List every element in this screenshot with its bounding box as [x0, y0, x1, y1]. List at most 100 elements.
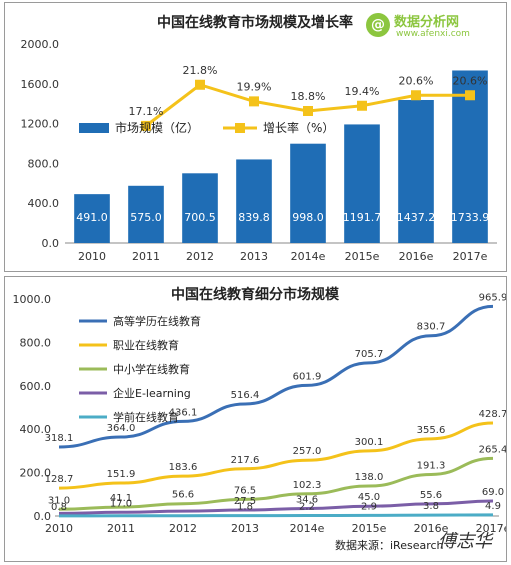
chart-title: 中国在线教育细分市场规模 [171, 286, 340, 303]
data-label: 45.0 [358, 492, 380, 503]
series-line [58, 513, 494, 518]
bar-value-label: 1733.9 [451, 211, 490, 224]
series-line [58, 304, 494, 449]
data-label: 128.7 [45, 474, 74, 485]
x-tick-label: 2011 [132, 250, 160, 263]
data-label: 4.9 [485, 501, 501, 512]
data-label: 183.6 [169, 462, 198, 473]
data-label: 355.6 [417, 425, 446, 436]
bar [128, 185, 164, 243]
segment-chart: 中国在线教育细分市场规模 0.0 200.0 400.0 600.0 800.0 1000.… [13, 286, 511, 552]
growth-marker [195, 79, 205, 90]
y-tick-label: 1600.0 [21, 78, 60, 91]
x-tick-label: 2016e [414, 522, 449, 535]
bar-value-label: 839.8 [238, 211, 270, 224]
data-label: 76.5 [234, 485, 256, 496]
growth-marker [411, 90, 421, 101]
data-label: 318.1 [45, 433, 74, 444]
data-label: 265.4 [479, 444, 506, 455]
data-label: 428.7 [479, 409, 506, 420]
logo-url: www.afenxi.com [396, 29, 470, 39]
data-label: 102.3 [293, 480, 322, 491]
y-tick-label: 800.0 [20, 336, 52, 349]
bar [344, 124, 380, 243]
y-tick-label: 0.0 [34, 510, 52, 523]
market-size-chart-panel: 中国在线教育市场规模及增长率 0.0 400.0 800.0 1200.0 1600.0 2… [4, 2, 507, 272]
growth-value-label: 19.9% [237, 80, 272, 93]
data-label: 2.9 [361, 501, 377, 512]
x-tick-label: 2011 [107, 522, 135, 535]
data-label: 191.3 [417, 460, 446, 471]
growth-marker [249, 96, 259, 107]
x-tick-label: 2013 [240, 250, 268, 263]
growth-value-label: 20.6% [453, 74, 488, 87]
logo-name: 数据分析网 [394, 15, 460, 30]
y-tick-label: 2000.0 [21, 38, 60, 51]
data-label: 41.1 [110, 493, 132, 504]
data-label: 965.9 [479, 292, 506, 303]
data-label: 705.7 [355, 349, 384, 360]
x-tick-label: 2012 [169, 522, 197, 535]
x-tick-label: 2014e [290, 522, 325, 535]
data-label: 69.0 [482, 487, 504, 498]
series-line [58, 499, 494, 515]
x-tick-label: 2014e [291, 250, 326, 263]
growth-value-label: 19.4% [345, 85, 380, 98]
bar-value-label: 700.5 [184, 211, 216, 224]
legend-label: 企业E-learning [113, 386, 191, 400]
growth-value-label: 18.8% [291, 90, 326, 103]
x-tick-label: 2010 [45, 522, 73, 535]
data-label: 27.5 [234, 496, 256, 507]
y-tick-label: 400.0 [20, 423, 52, 436]
x-tick-label: 2012 [186, 250, 214, 263]
data-label: 436.1 [169, 407, 198, 418]
market-size-chart: 中国在线教育市场规模及增长率 0.0 400.0 800.0 1200.0 1600.0 2… [21, 14, 497, 263]
x-tick-label: 2017e [476, 522, 506, 535]
growth-marker [357, 100, 367, 111]
data-label: 56.6 [172, 490, 194, 501]
legend-label: 职业在线教育 [113, 338, 179, 352]
data-label: 3.8 [423, 501, 439, 512]
legend-line-marker [235, 123, 245, 133]
growth-value-label: 17.1% [129, 105, 164, 118]
author-watermark: 傅志华 [438, 531, 492, 552]
legend-label: 中小学在线教育 [113, 362, 190, 376]
data-label: 31.0 [48, 495, 70, 506]
bar-value-label: 1437.2 [397, 211, 436, 224]
y-tick-label: 400.0 [28, 197, 60, 210]
data-label: 1.8 [237, 502, 253, 513]
data-label: 17.0 [110, 498, 132, 509]
data-label: 516.4 [231, 390, 260, 401]
data-label: 34.6 [296, 494, 318, 505]
growth-value-label: 20.6% [399, 74, 434, 87]
chart-title: 中国在线教育市场规模及增长率 [157, 14, 353, 31]
bar-value-label: 491.0 [76, 211, 108, 224]
legend-bar-swatch [79, 123, 109, 133]
series-line [58, 421, 494, 490]
y-tick-label: 1000.0 [13, 293, 52, 306]
segment-chart-panel: 中国在线教育细分市场规模 0.0 200.0 400.0 600.0 800.0 1000.… [4, 276, 511, 562]
source-note: 数据来源：iResearch [335, 538, 444, 552]
bar-value-label: 575.0 [130, 211, 162, 224]
x-tick-label: 2016e [399, 250, 434, 263]
data-label: 300.1 [355, 437, 384, 448]
bar [182, 173, 218, 243]
growth-marker [303, 106, 313, 116]
bar-value-label: 1191.7 [343, 211, 382, 224]
legend-label: 高等学历在线教育 [113, 314, 201, 328]
growth-marker [141, 120, 151, 131]
growth-value-label: 21.8% [183, 64, 218, 77]
y-tick-label: 1200.0 [21, 118, 60, 131]
data-label: 364.0 [107, 423, 136, 434]
x-tick-label: 2015e [345, 250, 380, 263]
x-tick-label: 2017e [453, 250, 488, 263]
data-label: 217.6 [231, 455, 260, 466]
data-label: 257.0 [293, 446, 322, 457]
bar [290, 143, 326, 243]
legend-line-label: 增长率（%） [263, 120, 334, 135]
site-logo: @ 数据分析网 www.afenxi.com [366, 11, 492, 45]
data-label: 601.9 [293, 371, 322, 382]
at-icon: @ [366, 13, 390, 37]
bar-value-label: 998.0 [292, 211, 324, 224]
